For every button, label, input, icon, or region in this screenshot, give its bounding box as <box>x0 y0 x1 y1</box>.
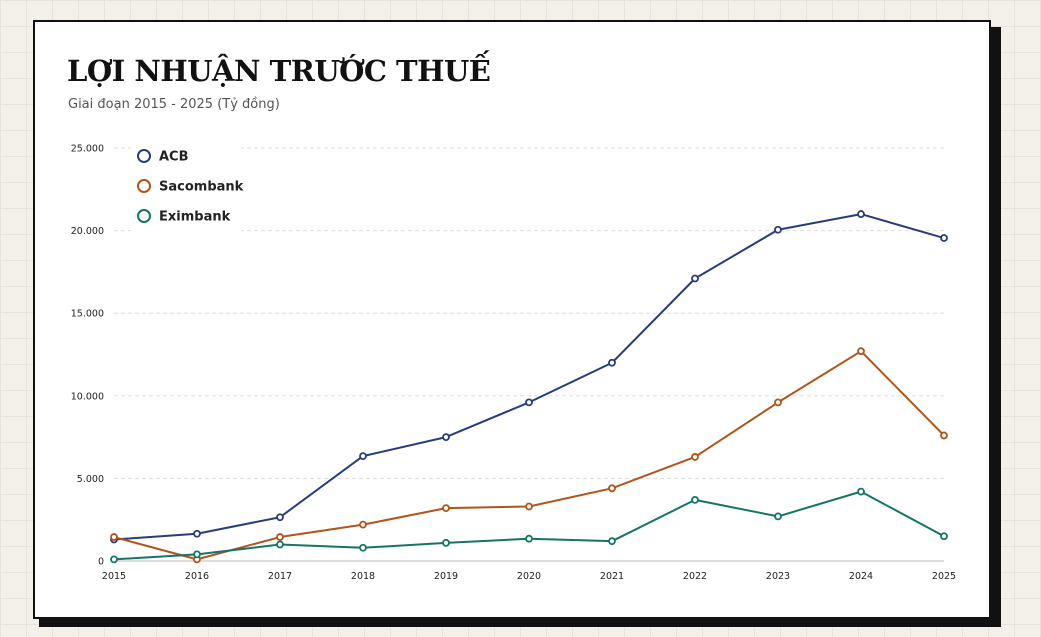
x-tick-label: 2020 <box>517 571 541 582</box>
series-line-sacombank <box>113 350 945 561</box>
data-point-acb <box>193 529 201 538</box>
x-tick-label: 2024 <box>849 571 873 582</box>
data-point-eximbank <box>691 495 699 504</box>
x-tick-label: 2021 <box>600 571 624 582</box>
x-tick-label: 2016 <box>185 571 209 582</box>
y-tick-label: 0 <box>98 557 104 568</box>
legend-marker-eximbank <box>137 209 151 223</box>
x-tick-label: 2019 <box>434 571 458 582</box>
data-point-eximbank <box>940 532 948 541</box>
chart-title: LỢI NHUẬN TRƯỚC THUẾ <box>67 54 491 88</box>
x-tick-label: 2022 <box>683 571 707 582</box>
data-point-sacombank <box>359 520 367 529</box>
data-point-acb <box>442 433 450 442</box>
y-tick-label: 5.000 <box>77 474 104 485</box>
data-point-acb <box>857 210 865 218</box>
data-point-acb <box>608 358 616 367</box>
x-tick-label: 2025 <box>932 571 956 582</box>
x-tick-label: 2017 <box>268 571 292 582</box>
data-point-sacombank <box>276 533 284 541</box>
x-tick-label: 2015 <box>102 571 126 582</box>
chart-card: LỢI NHUẬN TRƯỚC THUẾ Giai đoạn 2015 - 20… <box>33 20 991 619</box>
y-tick-label: 25.000 <box>71 144 104 155</box>
y-tick-label: 15.000 <box>71 309 104 320</box>
data-point-sacombank <box>691 453 699 461</box>
y-tick-label: 10.000 <box>71 391 104 402</box>
data-point-eximbank <box>525 534 533 543</box>
data-point-sacombank <box>110 533 118 541</box>
data-point-eximbank <box>857 487 865 496</box>
data-point-eximbank <box>276 540 284 549</box>
data-point-acb <box>359 452 367 460</box>
chart-subtitle: Giai đoạn 2015 - 2025 (Tỷ đồng) <box>68 97 280 112</box>
data-point-eximbank <box>110 555 118 564</box>
legend-label-sacombank: Sacombank <box>159 180 244 195</box>
data-point-sacombank <box>940 431 948 440</box>
data-point-acb <box>691 274 699 283</box>
data-point-sacombank <box>525 502 533 511</box>
x-tick-label: 2018 <box>351 571 375 582</box>
legend-marker-sacombank <box>137 179 151 193</box>
legend-marker-acb <box>137 149 151 163</box>
x-tick-label: 2023 <box>766 571 790 582</box>
data-point-eximbank <box>608 537 616 546</box>
legend-label-eximbank: Eximbank <box>159 210 231 225</box>
data-point-sacombank <box>857 347 865 356</box>
data-point-eximbank <box>359 543 367 552</box>
data-point-eximbank <box>193 550 201 559</box>
data-point-eximbank <box>442 538 450 547</box>
data-point-eximbank <box>774 512 782 521</box>
y-tick-label: 20.000 <box>71 226 104 237</box>
data-point-acb <box>525 398 533 407</box>
data-point-acb <box>940 234 948 242</box>
legend-label-acb: ACB <box>159 150 189 165</box>
data-point-acb <box>774 225 782 234</box>
data-point-acb <box>276 513 284 522</box>
data-point-sacombank <box>442 504 450 513</box>
data-point-sacombank <box>608 484 616 493</box>
data-point-sacombank <box>774 398 782 407</box>
line-chart: 0 5.000 10.000 15.000 20.000 25.000 2015 2016 20… <box>71 140 956 582</box>
